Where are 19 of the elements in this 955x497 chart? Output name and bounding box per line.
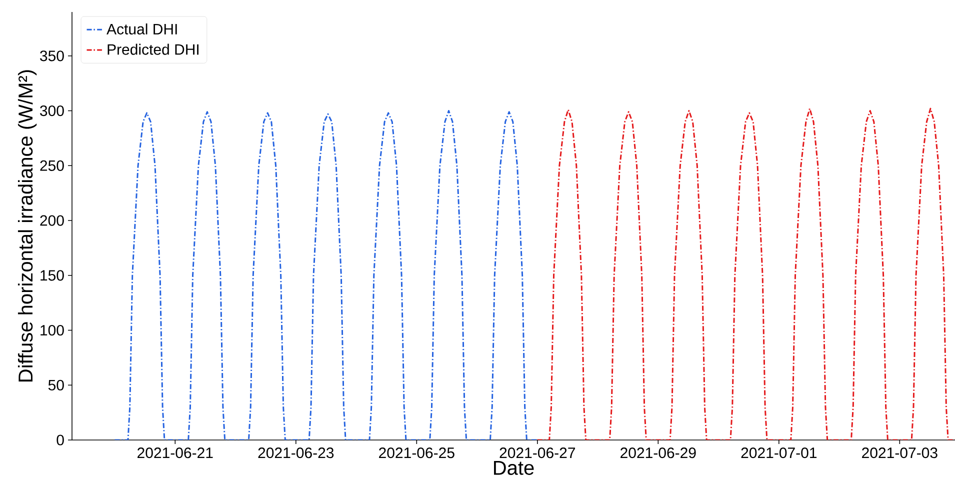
y-tick-label: 150 xyxy=(40,270,64,281)
x-tick-label: 2021-06-25 xyxy=(379,448,454,458)
x-tick-label: 2021-06-27 xyxy=(500,448,576,458)
y-tick-label: 350 xyxy=(40,50,64,62)
y-tick-label: 0 xyxy=(56,434,64,446)
x-tick-label: 2021-07-03 xyxy=(862,448,938,458)
x-tick-label: 2021-06-23 xyxy=(258,448,334,458)
y-tick-label: 100 xyxy=(40,324,64,336)
legend-label: Predicted DHI xyxy=(108,44,198,55)
y-tick-label: 250 xyxy=(40,160,64,171)
y-tick-label: 200 xyxy=(40,215,64,226)
x-tick-label: 2021-06-29 xyxy=(620,448,696,458)
x-axis-title: Date xyxy=(494,460,534,475)
x-tick-label: 2021-06-21 xyxy=(138,448,213,458)
y-tick-label: 50 xyxy=(48,380,64,390)
y-axis-title: Diffuse horizontal irradiance (W/M²) xyxy=(18,70,37,382)
legend-label: Actual DHI xyxy=(106,23,177,34)
x-tick-label: 2021-07-01 xyxy=(741,448,817,458)
y-tick-label: 300 xyxy=(40,105,64,116)
